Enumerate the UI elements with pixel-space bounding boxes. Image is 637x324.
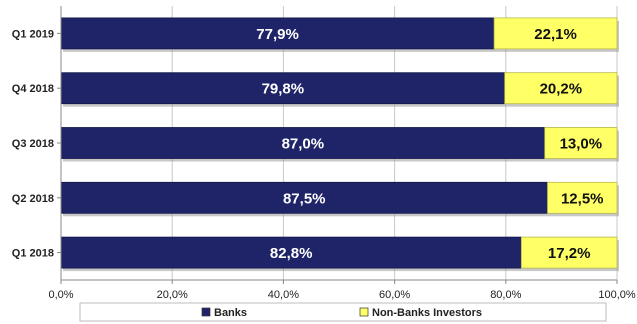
data-label-nonbanks: 20,2% <box>540 81 583 98</box>
bar-nonbanks <box>547 181 618 214</box>
data-label-nonbanks: 22,1% <box>534 26 577 43</box>
bar-nonbanks <box>504 72 618 105</box>
data-label-banks: 87,5% <box>283 190 326 207</box>
bar-nonbanks <box>520 236 618 269</box>
bar-banks <box>60 236 522 269</box>
x-tick-label: 20,0% <box>157 289 188 301</box>
data-label-banks: 77,9% <box>256 26 299 43</box>
category-label: Q3 2018 <box>12 138 54 150</box>
bar-banks <box>60 127 546 159</box>
category-axis: Q1 2019 Q4 2018 Q3 2018 Q2 2018 Q1 2018 <box>12 28 61 260</box>
data-label-banks: 87,0% <box>282 136 325 153</box>
x-tick-label: 40,0% <box>268 289 299 301</box>
data-label-nonbanks: 17,2% <box>548 245 591 262</box>
legend-swatch-nonbanks <box>359 307 369 317</box>
bar-banks <box>60 72 506 105</box>
category-label: Q2 2018 <box>12 193 54 205</box>
data-label-banks: 79,8% <box>262 81 305 98</box>
x-tick-label: 0,0% <box>48 289 73 301</box>
x-tick-label: 100,0% <box>598 289 636 301</box>
category-label: Q4 2018 <box>12 83 54 95</box>
data-label-nonbanks: 13,0% <box>560 136 603 153</box>
data-label-banks: 82,8% <box>270 245 313 262</box>
legend-box <box>79 302 607 322</box>
data-label-nonbanks: 12,5% <box>561 190 604 207</box>
bar-nonbanks <box>544 127 618 159</box>
x-axis: 0,0% 20,0% 40,0% 60,0% 80,0% 100,0% <box>48 6 636 301</box>
bars: 77,9% 22,1% 79,8% 20,2% 87,0% 13,0% 87,5% 12,5%… <box>60 17 619 272</box>
category-label: Q1 2018 <box>12 248 54 260</box>
x-tick-label: 60,0% <box>379 289 410 301</box>
legend-swatch-banks <box>201 307 211 317</box>
x-tick-label: 80,0% <box>490 289 521 301</box>
legend: Banks Non-Banks Investors <box>79 302 607 322</box>
category-label: Q1 2019 <box>12 28 54 40</box>
legend-label-nonbanks: Non-Banks Investors <box>372 307 482 319</box>
bar-nonbanks <box>493 17 618 50</box>
legend-label-banks: Banks <box>214 307 247 319</box>
